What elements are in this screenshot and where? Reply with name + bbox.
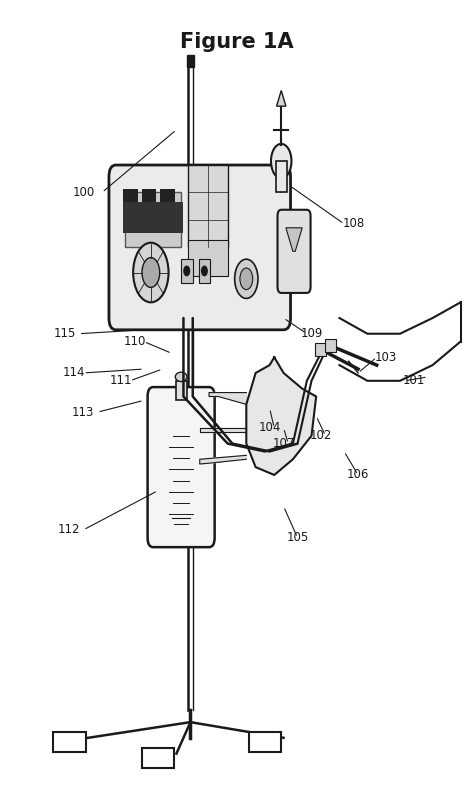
Circle shape (271, 144, 292, 178)
Text: 104: 104 (258, 421, 281, 435)
Bar (142, 190, 156, 207)
Text: 105: 105 (286, 531, 309, 544)
Text: 108: 108 (342, 217, 365, 231)
Text: 110: 110 (123, 335, 146, 348)
FancyBboxPatch shape (277, 210, 310, 293)
Text: 103: 103 (375, 351, 397, 364)
Text: 115: 115 (54, 328, 76, 340)
Circle shape (133, 243, 169, 302)
FancyBboxPatch shape (147, 387, 215, 547)
Polygon shape (200, 455, 246, 464)
Bar (181, 259, 193, 283)
Text: 114: 114 (63, 366, 85, 380)
Bar (175, 381, 187, 400)
Polygon shape (277, 90, 286, 106)
Bar (199, 259, 210, 283)
Circle shape (240, 268, 253, 289)
Text: 113: 113 (72, 406, 94, 419)
Bar (53, 733, 86, 752)
Text: 100: 100 (72, 186, 94, 199)
Bar (325, 339, 336, 352)
Bar (188, 165, 228, 247)
Bar (123, 190, 138, 207)
Polygon shape (200, 428, 246, 432)
FancyBboxPatch shape (109, 165, 291, 330)
Text: 109: 109 (301, 328, 323, 340)
Text: 112: 112 (58, 523, 81, 536)
Polygon shape (209, 393, 246, 404)
Bar (160, 190, 175, 207)
Text: 101: 101 (403, 374, 425, 387)
Text: 106: 106 (347, 469, 369, 481)
Ellipse shape (175, 372, 187, 381)
Bar (188, 240, 228, 276)
Bar (125, 193, 181, 247)
Bar (276, 161, 287, 193)
Text: 107: 107 (273, 437, 295, 450)
Polygon shape (246, 358, 316, 475)
Circle shape (142, 258, 160, 287)
Text: Figure 1A: Figure 1A (180, 32, 294, 52)
Bar (123, 202, 183, 233)
Text: 111: 111 (109, 374, 132, 387)
Polygon shape (286, 228, 302, 251)
Circle shape (184, 266, 190, 276)
Bar (249, 733, 281, 752)
Text: 102: 102 (310, 429, 332, 442)
Circle shape (235, 259, 258, 298)
Bar (142, 748, 174, 768)
Bar (187, 56, 194, 67)
Bar (315, 343, 327, 356)
Circle shape (201, 266, 207, 276)
